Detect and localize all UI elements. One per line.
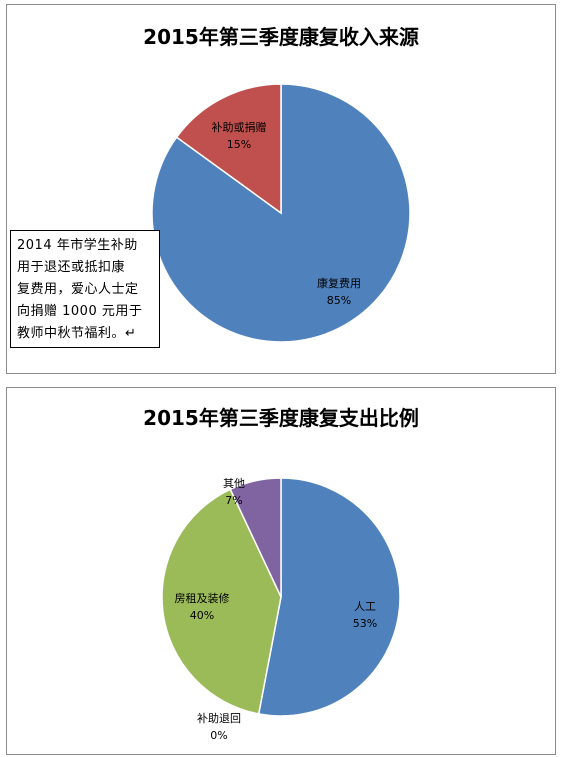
slice-percent-label: 53%: [353, 617, 377, 630]
slice-label: 其他: [223, 477, 245, 490]
annotation-line: 教师中秋节福利。↵: [17, 326, 137, 341]
annotation-line: 2014 年市学生补助: [17, 238, 138, 253]
pie-slice: [161, 488, 282, 715]
expense-chart-title: 2015年第三季度康复支出比例: [143, 406, 419, 430]
slice-label: 康复费用: [317, 276, 361, 290]
slice-percent-label: 0%: [210, 729, 227, 742]
pie-slice: [175, 83, 282, 215]
slice-label: 补助或捐赠: [212, 120, 267, 134]
slice-label: 房租及装修: [175, 591, 230, 605]
expense-chart-panel: 2015年第三季度康复支出比例 人工 53% 补助退回 0% 房租及装修 40% 其他 7%: [6, 387, 556, 755]
slice-percent-label: 85%: [327, 294, 351, 307]
slice-label: 人工: [354, 600, 376, 613]
income-chart-title: 2015年第三季度康复收入来源: [143, 25, 419, 49]
annotation-line: 复费用，爱心人士定: [17, 282, 139, 297]
annotation-textbox: 2014 年市学生补助 用于退还或抵扣康 复费用，爱心人士定 向捐赠 1000 …: [10, 230, 160, 348]
slice-percent-label: 7%: [225, 494, 242, 507]
annotation-line: 用于退还或抵扣康: [17, 260, 126, 275]
pie-slice: [257, 477, 401, 717]
slice-label: 补助退回: [197, 711, 241, 725]
slice-percent-label: 15%: [227, 138, 251, 151]
pie-slice: [229, 477, 282, 598]
annotation-line: 向捐赠 1000 元用于: [17, 304, 143, 319]
slice-percent-label: 40%: [190, 609, 214, 622]
expense-pie-chart: 人工 53% 补助退回 0% 房租及装修 40% 其他 7%: [161, 477, 401, 742]
income-pie-chart: 康复费用 85% 补助或捐赠 15%: [151, 83, 411, 343]
